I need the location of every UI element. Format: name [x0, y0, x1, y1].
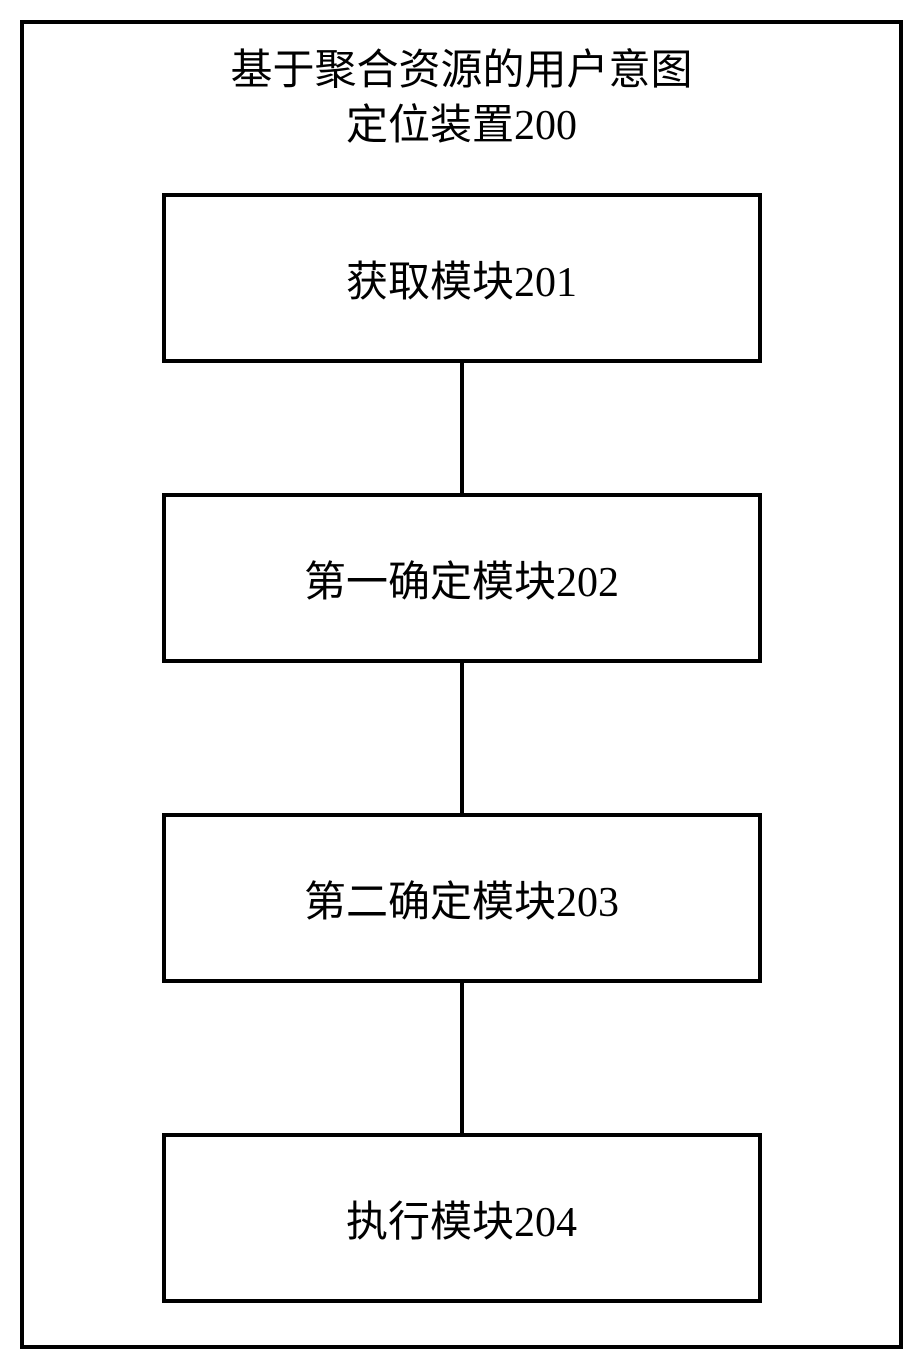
- title-line-2: 定位装置200: [346, 103, 577, 149]
- node-label: 获取模块201: [346, 248, 577, 309]
- node-label: 第二确定模块203: [304, 868, 619, 929]
- title-line-1: 基于聚合资源的用户意图: [230, 48, 692, 94]
- connector-2: [460, 663, 464, 813]
- connector-3: [460, 983, 464, 1133]
- connector-1: [460, 363, 464, 493]
- node-first-determination-module: 第一确定模块202: [162, 493, 762, 663]
- node-label: 执行模块204: [346, 1188, 577, 1249]
- node-second-determination-module: 第二确定模块203: [162, 813, 762, 983]
- flowchart-area: 获取模块201 第一确定模块202 第二确定模块203 执行模块204: [24, 173, 899, 1344]
- diagram-container: 基于聚合资源的用户意图 定位装置200 获取模块201 第一确定模块202 第二…: [20, 20, 903, 1349]
- node-label: 第一确定模块202: [304, 548, 619, 609]
- node-acquisition-module: 获取模块201: [162, 193, 762, 363]
- node-execution-module: 执行模块204: [162, 1133, 762, 1303]
- diagram-title: 基于聚合资源的用户意图 定位装置200: [24, 44, 899, 153]
